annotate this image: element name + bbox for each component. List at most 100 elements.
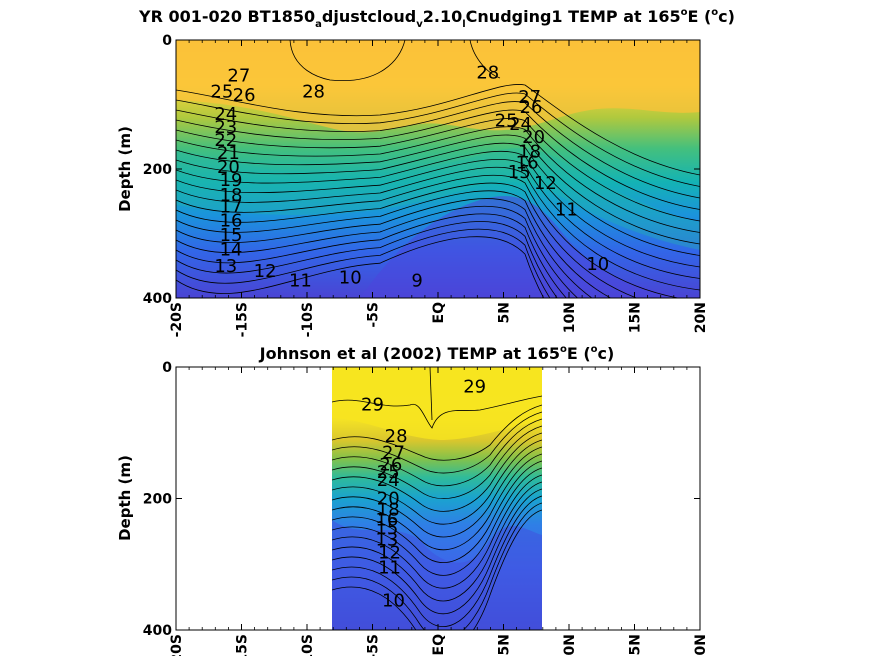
top-contour-label: 15 (508, 162, 531, 183)
top-isotherm-line (469, 40, 501, 79)
top-isotherm-line (176, 150, 700, 268)
top-isotherm-line (176, 142, 700, 256)
top-contour-label: 20 (217, 157, 240, 178)
bottom-y-tick-label: 400 (143, 623, 172, 639)
top-isotherm-line (176, 174, 681, 298)
top-warm-dome (176, 40, 700, 133)
top-upwelling-dome (360, 196, 700, 298)
bottom-x-tick-label: -10S (300, 634, 316, 656)
top-isotherm-line (289, 40, 406, 82)
bottom-contour-label: 13 (375, 529, 398, 550)
top-isotherm-line (176, 213, 567, 298)
top-contour-label: 19 (220, 170, 243, 191)
top-contour-label: 15 (220, 225, 243, 246)
bottom-isotherm-line (332, 418, 542, 487)
top-chart: -20S -15S -10S -5S EQ 5N 10N 15N 20N 0 200 400 27 28… (116, 7, 735, 337)
top-isotherm-line (176, 92, 700, 187)
top-y-axis-label: Depth (m) (116, 126, 134, 212)
bottom-isotherm-line (332, 425, 542, 499)
top-isotherm-line (176, 236, 545, 298)
bottom-contour-label: 27 (382, 442, 405, 463)
top-contour-label: 18 (220, 185, 243, 206)
top-thermocline-band (176, 148, 700, 250)
bottom-isotherm-line (429, 367, 433, 421)
bottom-contour-label: 20 (377, 489, 400, 510)
top-isotherm-line (176, 84, 700, 176)
bottom-contour-label: 25 (377, 462, 400, 483)
top-contour-label: 27 (227, 65, 250, 86)
bottom-contour-label: 10 (382, 590, 405, 611)
bottom-y-axis-label: Depth (m) (116, 455, 134, 541)
bottom-contour-label: 28 (385, 426, 408, 447)
top-contour-label: 25 (495, 111, 518, 132)
bottom-isotherm-line (332, 411, 542, 474)
bottom-isotherm-line (332, 495, 542, 627)
top-isotherm-line (176, 126, 700, 233)
bottom-isotherm-line (332, 502, 542, 630)
bottom-x-tick-label: -20S (169, 634, 185, 656)
top-ticks: -20S -15S -10S -5S EQ 5N 10N 15N 20N 0 200 400 (143, 33, 709, 337)
bottom-contour-label: 24 (377, 470, 400, 491)
top-contour-label: 17 (220, 196, 243, 217)
top-contour-label: 16 (516, 153, 539, 174)
top-contour-label: 20 (522, 127, 545, 148)
top-x-tick-label: -15S (235, 302, 251, 337)
top-contour-label: 10 (586, 254, 609, 275)
top-contour-label: 12 (534, 173, 557, 194)
bottom-contour-label: 29 (463, 377, 486, 398)
top-isotherm-line (176, 190, 612, 298)
bottom-contour-label: 26 (379, 454, 402, 475)
bottom-y-tick-label: 200 (143, 492, 172, 508)
bottom-isotherm-line (332, 474, 542, 589)
top-contour-label: 26 (520, 97, 543, 118)
top-isotherm-line (176, 101, 700, 199)
top-isotherm-line (176, 166, 700, 291)
bottom-isotherm-line (332, 404, 542, 461)
top-contour-label: 16 (220, 211, 243, 232)
bottom-isotherm-line (332, 395, 542, 429)
top-x-tick-label: 5N (497, 302, 513, 323)
bottom-isotherm-line (332, 488, 542, 615)
top-isotherm-line (176, 228, 551, 298)
bottom-contour-label: 15 (375, 518, 398, 539)
bottom-isotherm-line (332, 453, 542, 551)
bottom-x-tick-label: -15S (235, 634, 251, 656)
top-contour-label: 27 (518, 87, 541, 108)
bottom-isotherm-line (332, 467, 542, 576)
top-contour-lines (176, 40, 700, 298)
bottom-contour-label: 29 (361, 394, 384, 415)
top-x-tick-label: -5S (366, 302, 382, 328)
top-y-tick-label: 200 (143, 162, 172, 178)
top-isotherm-line (176, 158, 700, 279)
top-contour-label: 10 (339, 267, 362, 288)
bottom-isotherm-line (332, 432, 542, 512)
bottom-warm-layer (332, 367, 542, 440)
top-contour-label: 9 (411, 271, 422, 292)
bottom-x-tick-label: 5N (497, 634, 513, 655)
top-contour-label: 23 (214, 117, 237, 138)
bottom-contour-label: 11 (378, 558, 401, 579)
top-x-tick-label: 15N (628, 302, 644, 333)
top-contour-label: 22 (214, 130, 237, 151)
top-contour-label: 11 (555, 200, 578, 221)
bottom-isotherm-line (332, 509, 542, 630)
top-contour-label: 26 (233, 85, 256, 106)
top-isotherm-line (176, 134, 700, 245)
bottom-isotherm-line (332, 439, 542, 525)
top-y-tick-label: 0 (162, 33, 172, 49)
bottom-chart: -20S -15S -10S -5S EQ 5N 10N 15N 20N 0 200 400 29 29… (116, 344, 709, 656)
top-isotherm-line (176, 205, 579, 298)
top-contour-label: 24 (509, 114, 532, 135)
bottom-x-tick-label: -5S (366, 634, 382, 656)
top-contour-label: 21 (217, 143, 240, 164)
top-contour-label: 28 (476, 62, 499, 83)
bottom-y-tick-label: 0 (162, 360, 172, 376)
top-isotherm-line (176, 182, 638, 298)
top-isotherm-line (176, 221, 558, 298)
top-contour-label: 11 (289, 271, 312, 292)
top-isotherm-line (176, 109, 700, 210)
top-contour-label: 13 (214, 256, 237, 277)
bottom-x-tick-label: EQ (431, 634, 447, 656)
top-contour-label: 25 (210, 82, 233, 103)
